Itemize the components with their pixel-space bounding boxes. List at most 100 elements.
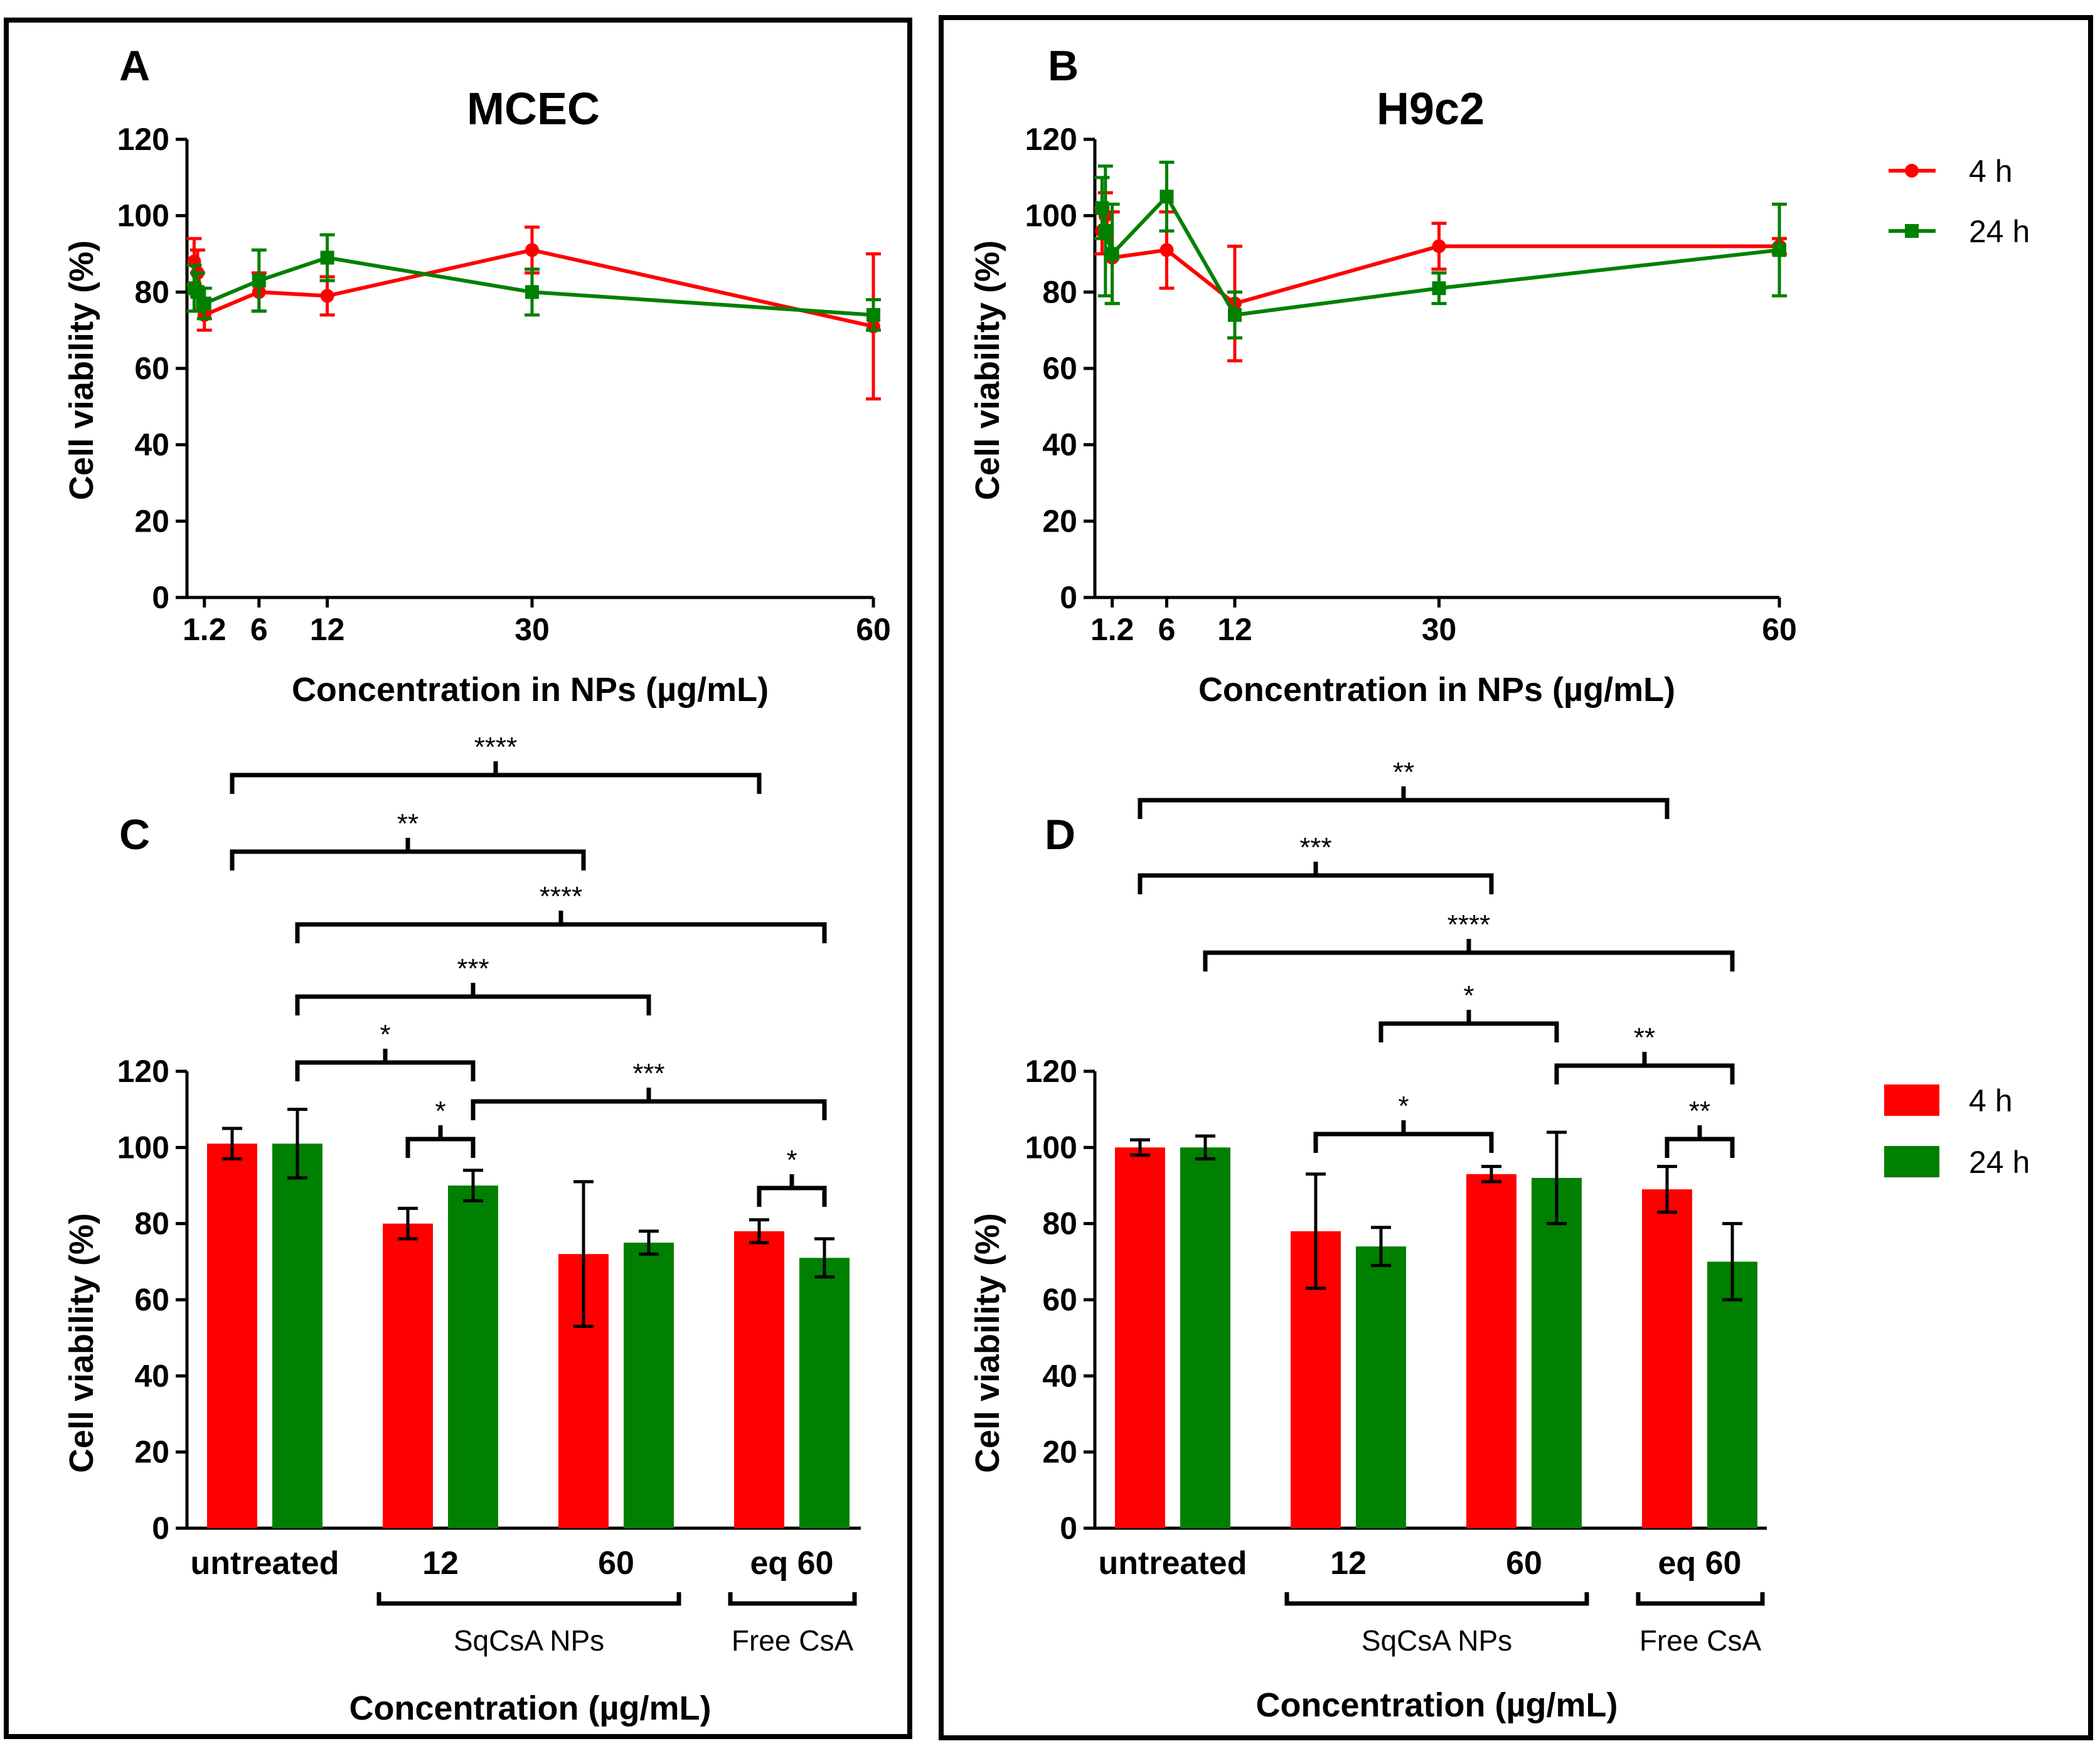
y-axis-label-a: Cell viability (%) bbox=[63, 240, 100, 500]
significance-bracket: *** bbox=[295, 953, 651, 1015]
significance-label: *** bbox=[632, 1058, 664, 1089]
y-tick-label: 100 bbox=[1025, 198, 1077, 233]
group-label: SqCsA NPs bbox=[1362, 1624, 1512, 1657]
legend-label-4h: 4 h bbox=[1969, 154, 2013, 189]
y-tick-label: 100 bbox=[1025, 1130, 1077, 1165]
category-label: eq 60 bbox=[750, 1545, 834, 1582]
significance-label: *** bbox=[457, 953, 489, 984]
x-tick-label: 6 bbox=[1158, 612, 1176, 647]
bar-legend-label-4h: 4 h bbox=[1969, 1083, 2013, 1118]
group-bracket bbox=[1284, 1592, 1589, 1606]
y-axis-label-c: Cell viability (%) bbox=[63, 1213, 100, 1473]
y-tick-label: 80 bbox=[1042, 274, 1077, 309]
bar bbox=[799, 1258, 850, 1528]
category-label: untreated bbox=[1099, 1545, 1247, 1582]
x-tick-label: 60 bbox=[1762, 612, 1797, 647]
data-point bbox=[1159, 243, 1174, 257]
plot-area-d: 0 20 40 60 80 100 120 untreated 12 60 eq 60 SqCsA N… bbox=[1025, 757, 1767, 1657]
plot-area-a: 0 20 40 60 80 100 120 1.2 6 12 30 60 bbox=[117, 122, 891, 647]
significance-bracket: * bbox=[405, 1096, 476, 1158]
y-tick-label: 0 bbox=[1060, 1511, 1077, 1546]
bar bbox=[734, 1231, 784, 1528]
y-tick-label: 20 bbox=[134, 503, 169, 538]
panel-d: D Concentration (µg/mL) Cell viability (… bbox=[969, 757, 1767, 1724]
significance-bracket: * bbox=[757, 1145, 827, 1207]
category-label: 12 bbox=[1330, 1545, 1367, 1582]
y-tick-label: 120 bbox=[1025, 1054, 1077, 1089]
significance-bracket: **** bbox=[295, 881, 827, 943]
x-tick-label: 6 bbox=[250, 612, 268, 647]
y-axis-label-d: Cell viability (%) bbox=[969, 1213, 1006, 1473]
significance-label: ** bbox=[1393, 757, 1414, 788]
x-tick-label: 12 bbox=[310, 612, 345, 647]
bars-4h bbox=[1115, 1138, 1692, 1528]
significance-bracket: *** bbox=[1138, 832, 1494, 894]
y-tick-label: 60 bbox=[1042, 351, 1077, 386]
left-panel-frame bbox=[4, 18, 912, 1739]
significance-label: * bbox=[1463, 980, 1474, 1011]
x-axis-label-a: Concentration in NPs (µg/mL) bbox=[292, 671, 769, 709]
bar bbox=[1532, 1177, 1582, 1528]
legend-marker-4h bbox=[1905, 164, 1919, 178]
bars-24h bbox=[272, 1108, 850, 1528]
x-tick-label: 1.2 bbox=[1090, 612, 1134, 647]
y-tick-label: 40 bbox=[1042, 427, 1077, 463]
significance-label: ** bbox=[397, 808, 418, 839]
data-point bbox=[1105, 247, 1119, 261]
x-tick-label: 60 bbox=[856, 612, 891, 647]
panel-letter-a: A bbox=[119, 42, 150, 90]
data-point bbox=[320, 250, 334, 265]
bar bbox=[383, 1223, 433, 1528]
significance-bracket: * bbox=[1313, 1091, 1494, 1153]
legend-swatch-4h bbox=[1884, 1084, 1939, 1116]
significance-label: * bbox=[786, 1145, 797, 1175]
bar bbox=[448, 1186, 498, 1528]
significance-bracket: ** bbox=[1138, 757, 1670, 819]
x-axis-label-c: Concentration (µg/mL) bbox=[349, 1689, 711, 1727]
bar-legend-label-24h: 24 h bbox=[1969, 1145, 2030, 1180]
significance-bracket: * bbox=[295, 1019, 476, 1081]
bar bbox=[624, 1243, 674, 1528]
bars-24h bbox=[1180, 1130, 1757, 1528]
bar bbox=[1115, 1147, 1165, 1528]
category-label: eq 60 bbox=[1658, 1545, 1742, 1582]
y-tick-label: 60 bbox=[134, 351, 169, 386]
plot-area-b: 0 20 40 60 80 100 120 1.2 6 12 30 60 bbox=[1025, 122, 1797, 647]
significance-bracket: * bbox=[1378, 980, 1559, 1042]
x-tick-label: 30 bbox=[1422, 612, 1457, 647]
x-axis-label-b: Concentration in NPs (µg/mL) bbox=[1198, 671, 1675, 709]
group-bracket bbox=[728, 1592, 857, 1606]
legend-marker-24h bbox=[1905, 224, 1919, 238]
group-label: SqCsA NPs bbox=[454, 1624, 604, 1657]
significance-bracket: ** bbox=[1665, 1096, 1735, 1158]
bar bbox=[1356, 1246, 1406, 1528]
group-label: Free CsA bbox=[732, 1624, 854, 1657]
category-label: 60 bbox=[598, 1545, 634, 1582]
x-tick-label: 12 bbox=[1217, 612, 1252, 647]
significance-label: ** bbox=[1689, 1096, 1710, 1127]
data-point bbox=[320, 289, 334, 303]
y-tick-label: 120 bbox=[117, 1054, 169, 1089]
significance-label: **** bbox=[1447, 909, 1491, 940]
series-24h bbox=[186, 233, 881, 332]
x-tick-label: 1.2 bbox=[183, 612, 227, 647]
bars-4h bbox=[207, 1127, 784, 1528]
significance-bracket: *** bbox=[471, 1058, 827, 1120]
bar bbox=[1642, 1189, 1692, 1528]
line-legend: 4 h 24 h bbox=[1889, 154, 2030, 249]
data-point bbox=[1432, 281, 1446, 296]
data-point bbox=[1228, 308, 1242, 322]
group-label: Free CsA bbox=[1639, 1624, 1762, 1657]
y-tick-label: 100 bbox=[117, 1130, 169, 1165]
y-axis-label-b: Cell viability (%) bbox=[969, 240, 1006, 500]
y-tick-label: 20 bbox=[1042, 1435, 1077, 1470]
y-tick-label: 0 bbox=[152, 1511, 169, 1546]
y-tick-label: 120 bbox=[1025, 122, 1077, 157]
data-point bbox=[525, 243, 539, 257]
significance-label: * bbox=[435, 1096, 445, 1127]
bar bbox=[272, 1143, 322, 1528]
plot-area-c: 0 20 40 60 80 100 120 untreated 12 60 eq 60 SqCsA N… bbox=[117, 732, 861, 1657]
panel-a: A MCEC Concentration in NPs (µg/mL) Cell… bbox=[63, 42, 891, 709]
y-tick-label: 40 bbox=[134, 427, 169, 463]
